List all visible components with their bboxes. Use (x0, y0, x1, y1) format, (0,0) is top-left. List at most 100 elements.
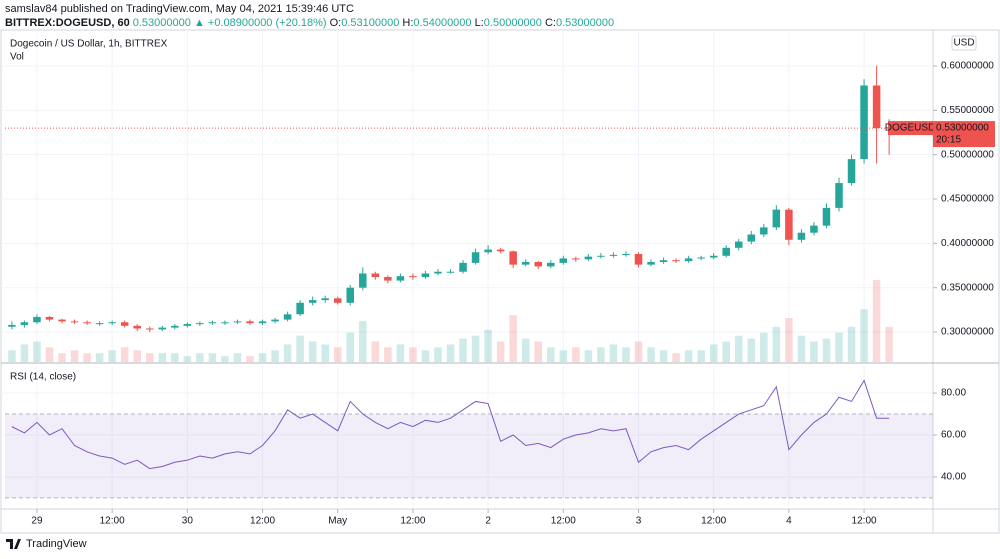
x-tick-label: 4 (786, 516, 792, 527)
candle-body (471, 252, 480, 263)
volume-bar (785, 318, 793, 362)
volume-bar (835, 332, 843, 362)
volume-bar (145, 353, 154, 362)
candle-body (95, 323, 104, 325)
candle-body (722, 247, 730, 256)
volume-bar (547, 347, 555, 362)
volume-bar (396, 344, 405, 362)
price: 0.53000000 (132, 17, 191, 29)
volume-bar (8, 350, 16, 362)
y-tick-label: 60.00 (941, 430, 966, 441)
candle-body (760, 227, 768, 235)
candle-body (835, 183, 843, 208)
last-price-box (933, 121, 995, 148)
candle-body (747, 234, 756, 242)
quote-line: BITTREX:DOGEUSD, 60 0.53000000 ▲ +0.0890… (5, 16, 614, 30)
volume-bar (684, 350, 693, 362)
o-label: O: (329, 17, 342, 29)
candle-body (609, 254, 618, 256)
volume-bar (221, 356, 229, 362)
candle-body (810, 225, 818, 233)
rsi-title: RSI (14, close) (10, 372, 76, 383)
candle-body (797, 232, 806, 240)
volume-bar (83, 353, 91, 362)
candle-body (409, 276, 417, 278)
candle-body (33, 316, 41, 323)
volume-bar (95, 353, 104, 362)
x-tick-label: 29 (31, 516, 43, 527)
x-tick-label: 12:00 (701, 516, 726, 527)
volume-bar (108, 350, 116, 362)
volume-bar (321, 344, 329, 362)
candle-body (183, 324, 192, 326)
candle-body (860, 85, 868, 160)
volume-bar (722, 341, 730, 362)
volume-bar (797, 335, 806, 362)
volume-bar (346, 332, 355, 362)
volume-bar (384, 347, 392, 362)
countdown: 20:15 (936, 135, 961, 146)
x-tick-label: 3 (636, 516, 642, 527)
rsi-line (11, 379, 890, 470)
y-tick-label: 80.00 (941, 388, 966, 399)
volume-bar (559, 350, 568, 362)
x-tick-label: 30 (182, 516, 194, 527)
candle-body (70, 321, 79, 323)
candle-body (534, 261, 542, 267)
candle-body (684, 258, 693, 262)
volume-bar (534, 341, 542, 362)
x-tick-label: 12:00 (100, 516, 125, 527)
candle-body (196, 323, 204, 325)
candle-body (8, 324, 16, 327)
volume-bar (672, 353, 680, 362)
candle-body (233, 321, 242, 323)
candle-body (709, 255, 718, 258)
candle-body (572, 258, 580, 260)
y-tick-label: 40.00 (941, 472, 966, 483)
candle-body (672, 260, 680, 262)
x-tick-label: 12:00 (551, 516, 576, 527)
volume-bar (421, 350, 430, 362)
volume-bar (20, 344, 29, 362)
publisher: samslav84 published on TradingView.com, … (5, 3, 354, 15)
candle-body (296, 302, 304, 315)
volume-bar (359, 321, 367, 362)
volume-bar (333, 347, 342, 362)
volume-bar (597, 347, 605, 362)
volume-bar (208, 353, 217, 362)
c-label: C: (544, 17, 556, 29)
volume-bar (158, 353, 167, 362)
candle-body (108, 322, 116, 324)
candle-body (584, 256, 593, 260)
frame (0, 29, 1000, 534)
volume-bar (734, 335, 743, 362)
volume-bar (246, 356, 254, 362)
x-tick-label: 2 (485, 516, 491, 527)
volume-bar (308, 341, 317, 362)
candle-body (785, 209, 793, 240)
arrow: ▲ (193, 17, 205, 29)
volume-bar (496, 341, 505, 362)
y-tick-label: 0.60000000 (941, 61, 994, 72)
volume-bar (58, 353, 66, 362)
footer: TradingView (6, 538, 87, 550)
volume-bar (371, 341, 380, 362)
candle-body (283, 314, 292, 320)
volume-bar (296, 335, 304, 362)
candle-body (847, 159, 856, 184)
candle-body (521, 261, 530, 265)
candle-body (459, 262, 467, 272)
candle-body (509, 251, 517, 265)
last-price-tag-bg (888, 121, 933, 136)
volume-bar (860, 309, 868, 362)
candle-body (133, 325, 141, 329)
candle-body (622, 253, 630, 255)
y-tick-label: 0.30000000 (941, 327, 994, 338)
candle-body (822, 207, 831, 226)
c: 0.53000000 (555, 17, 615, 29)
volume-bar (521, 338, 530, 362)
x-tick-label: May (328, 516, 347, 527)
candle-body (359, 273, 367, 288)
logo (6, 539, 21, 549)
